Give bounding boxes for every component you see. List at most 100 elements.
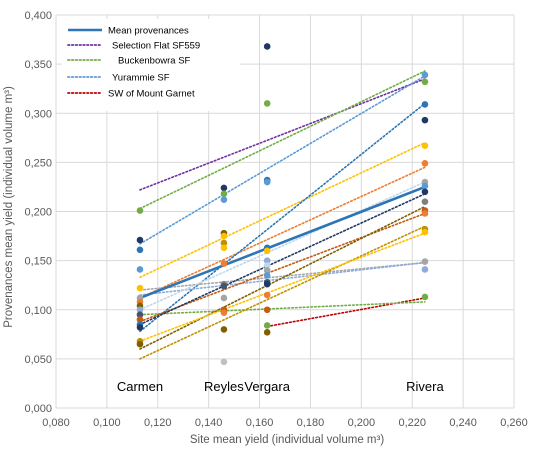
- site-labels: Carmen Reyles Vergara Rivera: [117, 379, 445, 394]
- x-tick-label: 0,200: [348, 417, 376, 429]
- data-point: [421, 258, 429, 265]
- trendline: [139, 78, 426, 191]
- y-axis-title: Provenances mean yield (individual volum…: [3, 86, 15, 328]
- trendline: [139, 102, 426, 333]
- legend-label: Selection Flat SF559: [112, 41, 200, 52]
- data-point: [220, 196, 228, 204]
- data-point: [421, 228, 429, 236]
- data-point: [220, 184, 228, 192]
- data-point: [220, 260, 228, 267]
- site-label-vergara: Vergara: [244, 379, 290, 394]
- x-tick-label: 0,240: [449, 417, 477, 429]
- x-tick-label: 0,120: [144, 417, 172, 429]
- trendline: [266, 297, 426, 328]
- legend-label: Mean provenances: [108, 26, 189, 37]
- data-point: [421, 116, 429, 124]
- data-point: [136, 236, 144, 244]
- data-point: [136, 207, 144, 214]
- data-point: [136, 324, 144, 331]
- trendline: [139, 181, 426, 311]
- data-point: [220, 326, 228, 333]
- data-point: [421, 182, 429, 190]
- data-point: [220, 309, 228, 316]
- data-point: [136, 306, 144, 314]
- trendline: [139, 225, 426, 360]
- legend-label: Yurammie SF: [112, 73, 170, 84]
- data-point: [421, 142, 429, 149]
- data-point: [421, 101, 429, 108]
- data-point: [421, 71, 429, 79]
- data-point: [220, 282, 228, 290]
- x-tick-label: 0,220: [398, 417, 426, 429]
- trendline: [139, 301, 426, 316]
- trendline: [139, 212, 426, 323]
- y-tick-label: 0,100: [24, 305, 52, 317]
- data-point: [136, 340, 144, 348]
- data-point: [421, 198, 429, 205]
- site-label-rivera: Rivera: [406, 379, 444, 394]
- data-point: [421, 210, 429, 217]
- mean-provenances-line: [139, 185, 426, 300]
- x-axis-title: Site mean yield (individual volume m³): [190, 434, 384, 446]
- data-point: [136, 266, 144, 273]
- data-point: [220, 232, 228, 240]
- legend: Mean provenances Selection Flat SF559 Buck…: [62, 19, 240, 111]
- data-point: [220, 190, 228, 198]
- trendlines: [139, 70, 426, 360]
- trendline: [139, 205, 426, 350]
- trendline: [139, 70, 426, 210]
- data-point: [263, 43, 271, 50]
- data-point: [263, 100, 271, 107]
- data-point: [421, 160, 429, 167]
- x-tick-label: 0,080: [42, 417, 70, 429]
- y-tick-label: 0,300: [24, 108, 52, 120]
- x-tick-label: 0,160: [246, 417, 274, 429]
- site-label-carmen: Carmen: [117, 379, 163, 394]
- data-point: [421, 78, 429, 86]
- y-tick-label: 0,400: [24, 10, 52, 22]
- data-point: [263, 257, 271, 264]
- data-point: [136, 311, 144, 318]
- data-point: [263, 262, 271, 269]
- data-point: [263, 291, 271, 299]
- data-point: [263, 306, 271, 314]
- trendline: [139, 261, 426, 291]
- data-point: [263, 280, 271, 288]
- x-tick-label: 0,180: [297, 417, 325, 429]
- data-point: [421, 266, 429, 273]
- data-point: [220, 358, 228, 366]
- y-tick-label: 0,000: [24, 403, 52, 415]
- y-tick-label: 0,350: [24, 59, 52, 71]
- trendline: [139, 193, 426, 326]
- y-tick-label: 0,050: [24, 354, 52, 366]
- trendline: [139, 141, 426, 279]
- data-point: [220, 294, 228, 302]
- data-point: [263, 329, 271, 336]
- trendline: [139, 232, 426, 342]
- legend-label: Buckenbowra SF: [118, 56, 191, 67]
- data-point: [263, 247, 271, 255]
- y-tick-label: 0,250: [24, 157, 52, 169]
- data-point: [263, 178, 271, 186]
- data-point: [263, 322, 271, 329]
- data-point: [421, 188, 429, 196]
- x-tick-label: 0,100: [93, 417, 121, 429]
- y-tick-label: 0,150: [24, 256, 52, 268]
- data-point: [136, 246, 144, 254]
- data-point: [263, 267, 271, 274]
- data-point: [263, 272, 271, 279]
- data-point: [220, 239, 228, 247]
- data-points: [136, 43, 429, 366]
- data-point: [421, 293, 429, 301]
- x-tick-label: 0,260: [500, 417, 528, 429]
- data-point: [136, 284, 144, 292]
- legend-background: [62, 19, 240, 111]
- data-point: [136, 316, 144, 323]
- trendline: [139, 75, 426, 245]
- y-tick-label: 0,200: [24, 207, 52, 219]
- x-tick-label: 0,140: [195, 417, 223, 429]
- trendline: [139, 261, 426, 296]
- trendline: [139, 166, 426, 299]
- site-label-reyles: Reyles: [204, 379, 244, 394]
